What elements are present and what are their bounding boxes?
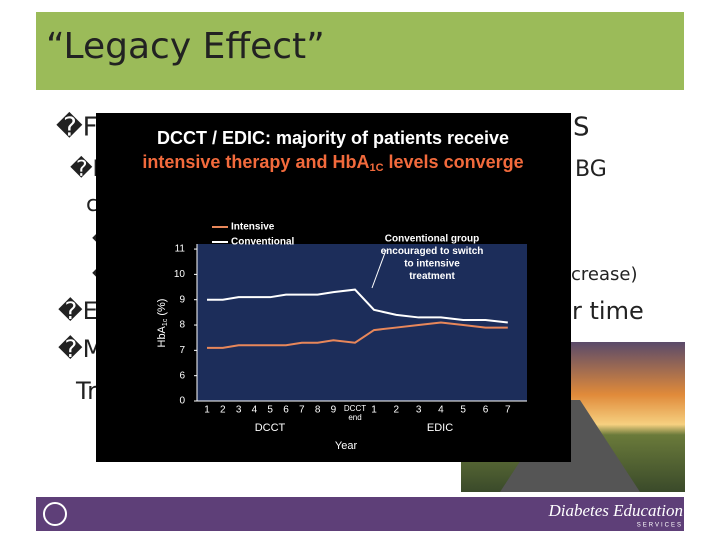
bullet-fragment: �E: [58, 297, 98, 325]
x-tick-label: 4: [252, 405, 258, 416]
annotation: to intensive: [404, 259, 460, 270]
logo-icon: [43, 502, 67, 526]
y-tick-label: 8: [179, 320, 185, 331]
bullet-fragment: crease): [571, 264, 637, 285]
bullet-fragment: �M: [58, 335, 103, 363]
x-tick-label: 4: [438, 405, 444, 416]
x-axis-label: Year: [335, 440, 358, 452]
x-tick-label: 1: [371, 405, 377, 416]
x-tick-label: 6: [283, 405, 289, 416]
x-tick-label: 3: [416, 405, 422, 416]
x-tick-label: 7: [299, 405, 305, 416]
x-tick-label: 5: [460, 405, 466, 416]
y-tick-label: 7: [179, 345, 185, 356]
subtitle-part: levels converge: [384, 152, 524, 172]
annotation: Conventional group: [385, 234, 479, 245]
bullet-fragment: BG: [575, 157, 607, 182]
y-tick-label: 0: [179, 396, 185, 407]
legend-label: Conventional: [231, 237, 295, 248]
chart-subtitle: intensive therapy and HbA1C levels conve…: [142, 152, 523, 174]
logo-subtext: SERVICES: [637, 523, 683, 529]
plot-area: [197, 244, 527, 401]
series-line: [207, 321, 508, 349]
annotation-arrow: [371, 249, 387, 289]
bullet-fragment: Tr: [75, 377, 97, 405]
bullet-fragment: c: [86, 192, 98, 217]
chart-title: DCCT / EDIC: majority of patients receiv…: [157, 128, 509, 148]
x-tick-label: 6: [483, 405, 489, 416]
group-label: DCCT: [255, 422, 286, 434]
y-tick-label: 6: [179, 370, 185, 381]
subtitle-part: 1C: [369, 162, 383, 174]
x-tick-label: 7: [505, 405, 511, 416]
y-axis-label: HbA1c (%): [156, 299, 169, 348]
y-label-part: (%): [156, 299, 168, 319]
group-label: EDIC: [427, 422, 453, 434]
subtitle-part: intensive therapy and HbA: [142, 152, 369, 172]
x-tick-label: 1: [204, 405, 210, 416]
x-tick-label: 3: [236, 405, 242, 416]
x-tick-label: 9: [331, 405, 337, 416]
annotation: treatment: [409, 271, 455, 282]
x-tick-label: 8: [315, 405, 321, 416]
y-label-part: HbA: [156, 325, 168, 347]
x-tick-label: DCCT end: [344, 404, 366, 422]
y-tick-label: 9: [179, 294, 185, 305]
x-tick-label: 2: [394, 405, 400, 416]
y-tick-label: 10: [174, 269, 186, 280]
legend-label: Intensive: [231, 222, 275, 233]
bullet-fragment: r time: [572, 297, 644, 325]
y-tick-label: 11: [175, 244, 186, 255]
x-tick-label: 5: [267, 405, 273, 416]
series-line: [207, 288, 508, 324]
footer-bar: [36, 497, 684, 531]
slide-title: “Legacy Effect”: [46, 26, 325, 67]
bullet-fragment: S: [573, 113, 590, 143]
logo-text: Diabetes Education: [547, 501, 683, 520]
x-tick-label: 2: [220, 405, 226, 416]
annotation: encouraged to switch: [381, 246, 484, 257]
title-bar: [36, 12, 684, 90]
y-label-part: 1c: [162, 318, 169, 326]
